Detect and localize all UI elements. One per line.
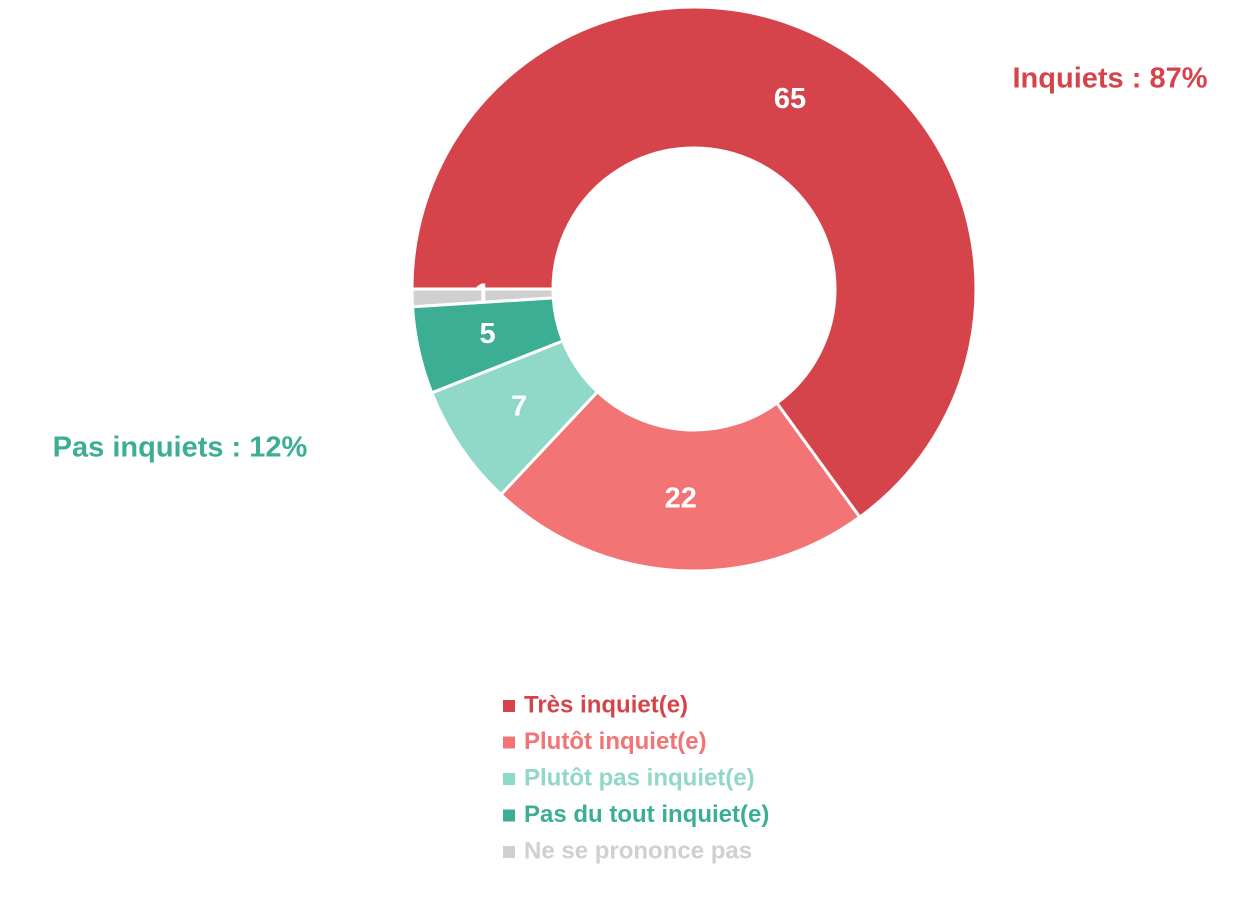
slice [410,5,978,520]
data-label: 7 [511,391,527,423]
data-label: 22 [665,483,697,515]
legend-label: Ne se prononce pas [524,837,752,864]
slice [498,389,862,573]
legend-swatch [503,809,515,822]
legend-label: Plutôt pas inquiet(e) [524,764,755,791]
annotation: Pas inquiets : 12% [53,432,308,464]
data-label: 1 [475,278,491,310]
legend-label: Très inquiet(e) [524,691,688,718]
slice [410,287,555,309]
data-label: 5 [480,318,496,350]
legend-swatch [503,846,515,858]
legend-swatch [503,773,515,785]
annotation: Inquiets : 87% [1013,63,1208,95]
data-label: 65 [774,83,806,115]
legend-label: Pas du tout inquiet(e) [524,801,769,828]
legend-swatch [503,736,515,749]
legend-label: Plutôt inquiet(e) [524,728,707,755]
legend-swatch [503,700,515,712]
